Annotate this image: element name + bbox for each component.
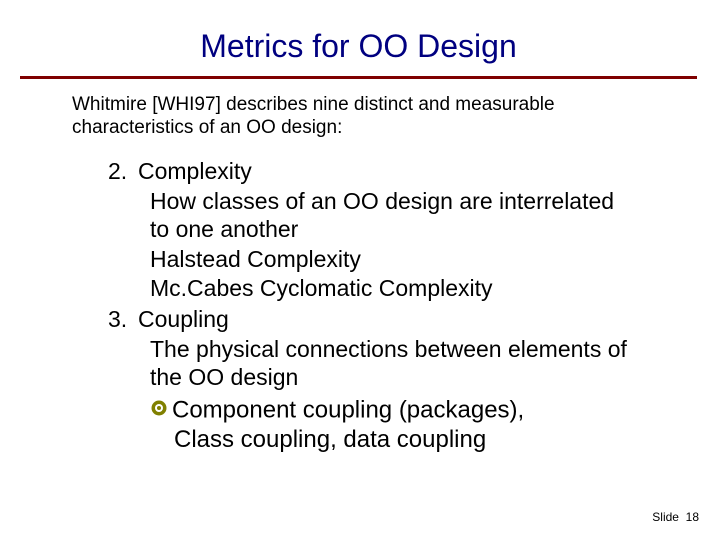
slide: Metrics for OO Design Whitmire [WHI97] d… <box>0 0 717 538</box>
item-number-3: 3. <box>108 306 127 334</box>
intro-text: Whitmire [WHI97] describes nine distinct… <box>72 94 632 140</box>
item-heading-complexity: Complexity <box>138 158 252 186</box>
item-sub-complexity-desc: How classes of an OO design are interrel… <box>150 188 630 243</box>
slide-number-value: 18 <box>686 510 699 524</box>
slide-number: Slide 18 <box>652 510 699 524</box>
slide-number-label: Slide <box>652 510 679 524</box>
title-rule <box>20 76 697 79</box>
item-sub-coupling-desc: The physical connections between element… <box>150 336 630 391</box>
slide-title: Metrics for OO Design <box>0 28 717 65</box>
bullet-text-component: Component coupling (packages), <box>172 396 524 423</box>
item-bullet-component: Component coupling (packages), <box>150 396 650 425</box>
bullet-text-component-cont: Class coupling, data coupling <box>174 426 654 454</box>
item-number-2: 2. <box>108 158 127 186</box>
item-sub-mccabes: Mc.Cabes Cyclomatic Complexity <box>150 275 630 303</box>
item-sub-halstead: Halstead Complexity <box>150 246 630 274</box>
bullet-ring-icon <box>150 396 168 425</box>
item-heading-coupling: Coupling <box>138 306 229 334</box>
